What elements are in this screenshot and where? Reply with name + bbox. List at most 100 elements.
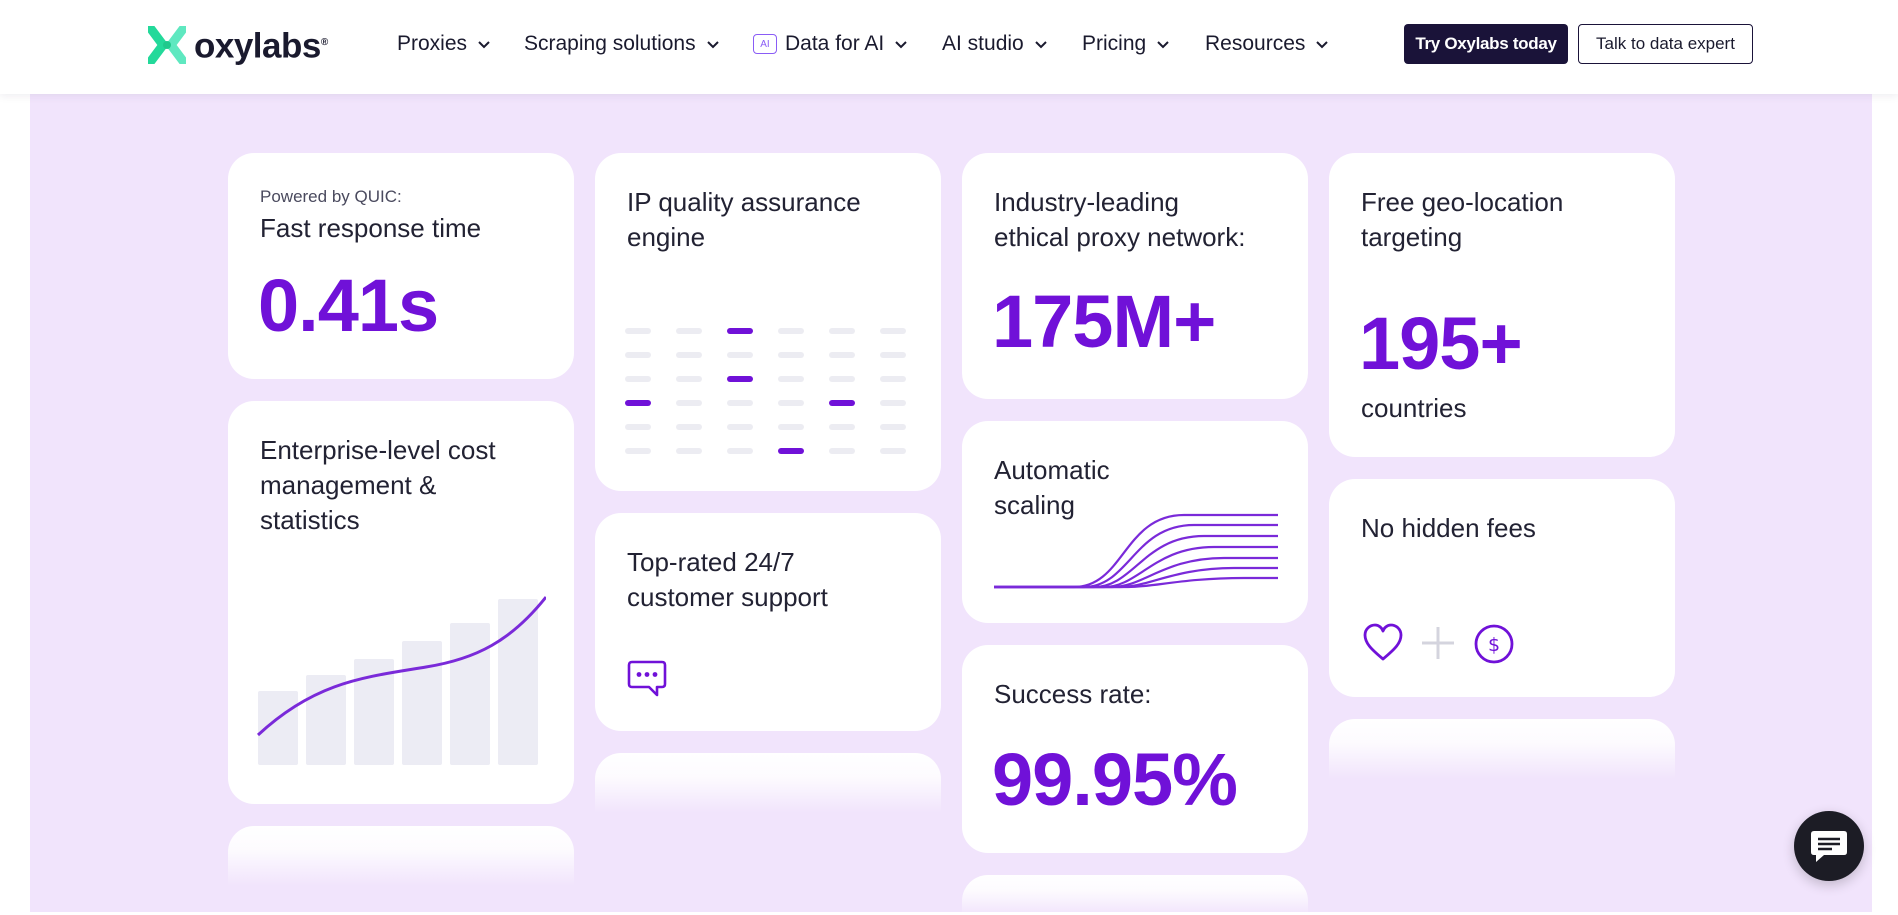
card-title-line-2: targeting (1361, 222, 1463, 252)
ip-grid-dash (880, 448, 906, 454)
ip-grid-dash (778, 424, 804, 430)
ip-grid-dash (829, 400, 855, 406)
ip-grid-dash (829, 376, 855, 382)
ip-grid-dash (778, 352, 804, 358)
card-title-line-1: Enterprise-level cost (260, 435, 496, 465)
nav-scraping-solutions[interactable]: Scraping solutions (524, 30, 720, 58)
success-rate-value: 99.95% (992, 738, 1238, 821)
ip-grid-dash (727, 424, 753, 430)
nav-proxies[interactable]: Proxies (397, 30, 491, 58)
card-title: Success rate: (994, 679, 1152, 709)
card-title-line-1: Free geo-location (1361, 187, 1564, 217)
chevron-down-icon (706, 41, 719, 49)
ip-grid-dash (880, 328, 906, 334)
nav-label: Data for AI (785, 32, 885, 55)
ip-grid-dash (778, 376, 804, 382)
chevron-down-icon (1316, 41, 1329, 49)
ip-grid-dash (625, 376, 651, 382)
top-navigation-bar: oxylabs® Proxies Scraping solutions AI D… (0, 0, 1898, 94)
ip-grid-dash (727, 376, 753, 382)
card-title-line-2: ethical proxy network: (994, 222, 1246, 252)
nav-ai-studio[interactable]: AI studio (942, 30, 1048, 58)
card-kicker: Powered by QUIC: (260, 187, 402, 206)
ip-grid-dash (880, 352, 906, 358)
ip-grid-dash (676, 424, 702, 430)
ip-grid-dash (625, 328, 651, 334)
countries-label: countries (1361, 393, 1467, 423)
card-response-time: Powered by QUIC: Fast response time 0.41… (228, 153, 574, 379)
chevron-down-icon (895, 41, 907, 49)
dollar-coin-icon: $ (1474, 624, 1514, 664)
talk-to-expert-button[interactable]: Talk to data expert (1578, 24, 1753, 64)
card-title-line-1: Industry-leading (994, 187, 1179, 217)
ip-grid-dash (676, 328, 702, 334)
card-title: No hidden fees (1361, 513, 1536, 543)
card-geo-targeting: Free geo-location targeting 195+ countri… (1329, 153, 1675, 457)
ip-grid-dash (676, 352, 702, 358)
ip-grid-graphic (625, 328, 906, 454)
nav-data-for-ai[interactable]: AI Data for AI (753, 30, 908, 58)
chevron-down-icon (1157, 41, 1169, 49)
card-no-hidden-fees: No hidden fees $ (1329, 479, 1675, 697)
ip-grid-dash (676, 376, 702, 382)
heart-icon (1363, 623, 1403, 661)
card-faded-placeholder (228, 826, 574, 886)
svg-text:$: $ (1488, 634, 1500, 656)
oxylabs-logo[interactable]: oxylabs® (148, 24, 328, 66)
ip-grid-dash (778, 328, 804, 334)
card-title-line-1: IP quality assurance (627, 187, 861, 217)
card-faded-placeholder (1329, 719, 1675, 779)
ip-grid-dash (625, 424, 651, 430)
card-proxy-network: Industry-leading ethical proxy network: … (962, 153, 1308, 399)
card-faded-placeholder (962, 875, 1308, 915)
card-title-line-3: statistics (260, 505, 360, 535)
ip-grid-dash (727, 352, 753, 358)
card-title-line-2: management & (260, 470, 437, 500)
card-faded-placeholder (595, 753, 941, 813)
card-title-line-1: Automatic (994, 455, 1110, 485)
countries-value: 195+ (1359, 302, 1523, 385)
card-title-line-2: engine (627, 222, 706, 252)
card-success-rate: Success rate: 99.95% (962, 645, 1308, 853)
ai-badge-icon: AI (753, 34, 777, 54)
nav-label: AI studio (942, 32, 1024, 55)
chevron-down-icon (1035, 41, 1047, 49)
response-time-value: 0.41s (258, 264, 439, 347)
nav-pricing[interactable]: Pricing (1082, 30, 1170, 58)
card-title-line-2: scaling (994, 490, 1075, 520)
oxylabs-x-logo-icon (148, 25, 186, 64)
card-customer-support: Top-rated 24/7 customer support (595, 513, 941, 731)
growth-chart-graphic (256, 596, 546, 765)
chat-bubble-icon (627, 660, 667, 697)
ip-grid-dash (880, 424, 906, 430)
nav-label: Pricing (1082, 32, 1147, 55)
ip-grid-dash (727, 400, 753, 406)
card-automatic-scaling: Automatic scaling (962, 421, 1308, 623)
ip-grid-dash (625, 448, 651, 454)
features-section: Powered by QUIC: Fast response time 0.41… (30, 94, 1872, 915)
ip-grid-dash (829, 424, 855, 430)
plus-icon (1422, 627, 1454, 659)
chat-widget-button[interactable] (1794, 811, 1864, 881)
card-cost-management: Enterprise-level cost management & stati… (228, 401, 574, 804)
card-ip-quality: IP quality assurance engine (595, 153, 941, 491)
ip-grid-dash (880, 400, 906, 406)
try-oxylabs-button[interactable]: Try Oxylabs today (1404, 24, 1568, 64)
ip-grid-dash (727, 448, 753, 454)
nav-label: Proxies (397, 32, 468, 55)
ip-grid-dash (829, 328, 855, 334)
chat-widget-icon (1811, 831, 1847, 862)
card-title-line-1: Top-rated 24/7 (627, 547, 795, 577)
nav-resources[interactable]: Resources (1205, 30, 1329, 58)
ip-grid-dash (880, 376, 906, 382)
ip-grid-dash (676, 400, 702, 406)
ip-grid-dash (727, 328, 753, 334)
ip-grid-dash (829, 448, 855, 454)
ip-grid-dash (829, 352, 855, 358)
ip-grid-dash (625, 400, 651, 406)
ip-grid-dash (676, 448, 702, 454)
ip-grid-dash (778, 448, 804, 454)
card-title-line-2: customer support (627, 582, 828, 612)
proxy-network-value: 175M+ (992, 280, 1216, 363)
scaling-curves-graphic (994, 513, 1278, 589)
